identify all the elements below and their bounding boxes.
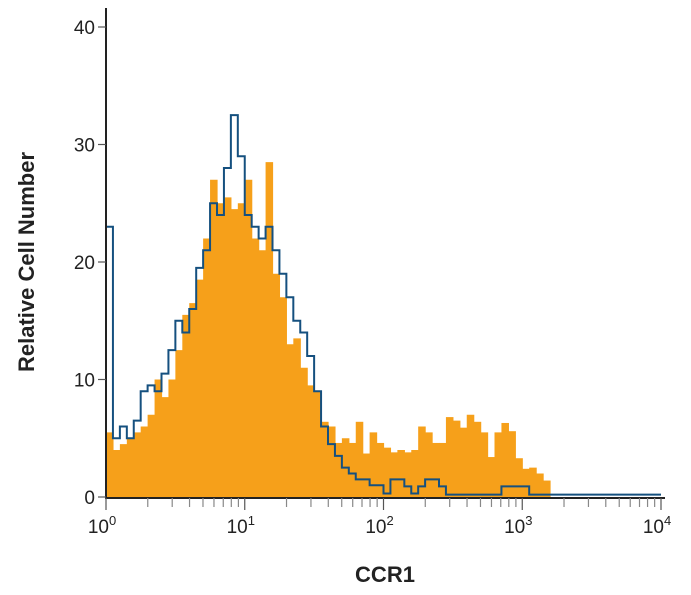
histogram-bar	[508, 431, 516, 497]
histogram-bar	[230, 209, 239, 497]
histogram-bar	[369, 432, 378, 497]
outline-histogram-line	[105, 114, 661, 497]
histogram-bar	[300, 367, 308, 497]
histogram-bar	[154, 379, 163, 497]
x-axis-title: CCR1	[355, 562, 415, 587]
y-tick-label: 20	[74, 253, 95, 274]
histogram-bar	[126, 438, 135, 497]
x-tick-label: 103	[504, 513, 532, 538]
histogram-bar	[348, 442, 357, 497]
histogram-bar	[140, 426, 149, 497]
histogram-bar	[272, 273, 281, 497]
histogram-bar	[293, 338, 301, 497]
histogram-bar	[258, 250, 267, 497]
y-tick-label: 30	[74, 136, 95, 157]
y-tick-label: 40	[74, 18, 95, 39]
histogram-bar	[106, 432, 114, 497]
histogram-bar	[223, 197, 232, 497]
histogram-bar	[112, 450, 121, 497]
histogram-bar	[390, 452, 398, 497]
histogram-bar	[307, 385, 315, 497]
histogram-bar	[445, 417, 454, 497]
histogram-bar	[244, 179, 253, 497]
y-tick-label: 10	[74, 371, 95, 392]
histogram-bar	[376, 442, 385, 497]
histogram-bar	[119, 444, 128, 497]
y-tick-label: 0	[84, 488, 95, 509]
histogram-bar	[522, 468, 530, 497]
histogram-bar	[452, 420, 461, 497]
histogram-bar	[473, 421, 482, 497]
histogram-bar	[459, 427, 468, 497]
x-ticks: 100 101 102 103 104	[88, 498, 671, 538]
histogram-bar	[355, 421, 364, 497]
histogram-bar	[314, 391, 322, 497]
histogram-bar	[466, 414, 475, 497]
histogram-bar	[265, 162, 274, 497]
x-tick-label: 102	[365, 513, 393, 538]
histogram-bar	[196, 279, 204, 497]
histogram-bar	[321, 421, 329, 497]
histogram-bar	[404, 452, 412, 497]
histogram-bar	[334, 442, 343, 497]
histogram-bar	[383, 447, 392, 497]
histogram-bar	[210, 179, 218, 497]
x-tick-label: 104	[643, 513, 671, 538]
histogram-bar	[203, 238, 211, 497]
histogram-bar	[425, 432, 433, 497]
histogram-bar	[536, 473, 544, 497]
histogram-bar	[189, 303, 197, 497]
x-tick-label: 100	[88, 513, 116, 538]
histogram-bar	[286, 344, 294, 497]
histogram-bar	[182, 314, 190, 497]
y-ticks: 0 10 20 30 40	[74, 18, 106, 509]
histogram-bar	[237, 203, 246, 497]
histogram-bar	[362, 453, 371, 497]
histogram-bar	[147, 414, 156, 497]
histogram-bar	[327, 426, 336, 497]
x-tick-label: 101	[227, 513, 255, 538]
histogram-bar	[501, 422, 509, 497]
histogram-bar	[133, 432, 142, 497]
histogram-bar	[217, 203, 225, 497]
histogram-bar	[397, 450, 405, 497]
histogram-bar	[411, 450, 419, 497]
histogram-bar	[480, 432, 489, 497]
filled-histogram	[106, 162, 551, 497]
histogram-bar	[439, 442, 447, 497]
histogram-bar	[529, 467, 537, 497]
histogram-bar	[279, 297, 287, 497]
histogram-bar	[175, 350, 183, 497]
histogram-bar	[515, 458, 523, 497]
histogram-bar	[168, 379, 176, 497]
histogram-bar	[487, 457, 496, 497]
histogram-bar	[251, 238, 260, 497]
histogram-bar	[418, 426, 426, 497]
histogram-bar	[494, 432, 503, 497]
y-axis-title: Relative Cell Number	[14, 152, 39, 373]
histogram-bar	[543, 480, 551, 497]
histogram-bar	[161, 397, 170, 497]
histogram-bar	[432, 442, 440, 497]
